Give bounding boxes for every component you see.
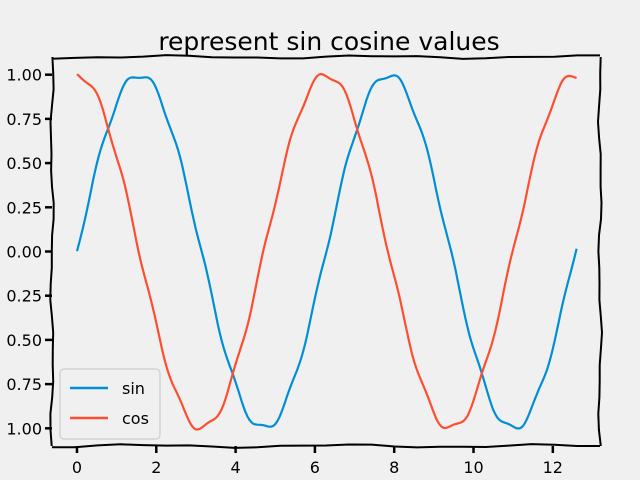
legend: sin cos bbox=[59, 368, 161, 440]
x-tick-label: 10 bbox=[463, 458, 483, 477]
x-tick-label: 6 bbox=[310, 458, 320, 477]
y-axis: 1.00 0.75 0.50 0.25 0.00 0.25 0.50 0.75 1.00 bbox=[6, 66, 52, 438]
x-tick-label: 0 bbox=[72, 458, 82, 477]
y-tick-label: 1.00 bbox=[6, 419, 42, 438]
x-tick-label: 8 bbox=[389, 458, 399, 477]
y-tick-label: 0.75 bbox=[6, 375, 42, 394]
legend-box bbox=[59, 368, 161, 440]
x-tick-label: 4 bbox=[230, 458, 240, 477]
series-lines bbox=[75, 73, 578, 431]
x-tick-label: 12 bbox=[543, 458, 563, 477]
series-line-cos bbox=[76, 73, 577, 431]
y-tick-label: 0.25 bbox=[6, 198, 42, 217]
chart-title: represent sin cosine values bbox=[158, 27, 499, 56]
y-tick-label: 0.00 bbox=[6, 243, 42, 262]
plot-area-frame bbox=[49, 54, 604, 449]
x-tick-label: 2 bbox=[151, 458, 161, 477]
y-tick-label: 0.25 bbox=[6, 287, 42, 306]
y-tick-label: 1.00 bbox=[6, 66, 42, 85]
y-tick-label: 0.50 bbox=[6, 154, 42, 173]
series-line-sin bbox=[75, 74, 578, 430]
legend-label: sin bbox=[122, 379, 145, 398]
legend-label: cos bbox=[122, 409, 149, 428]
y-tick-label: 0.50 bbox=[6, 331, 42, 350]
x-axis: 0 2 4 6 8 10 12 bbox=[72, 446, 563, 477]
y-tick-label: 0.75 bbox=[6, 110, 42, 129]
